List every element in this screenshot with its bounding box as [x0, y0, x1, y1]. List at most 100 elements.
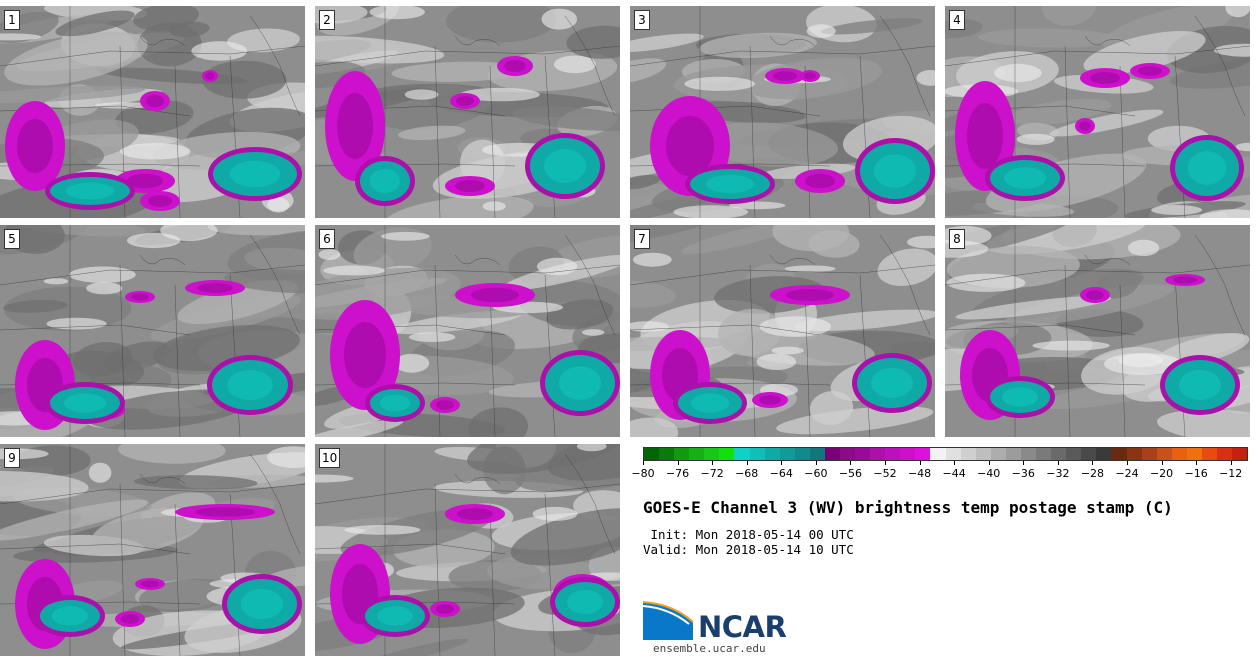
colorbar-tick-mark — [746, 461, 748, 465]
colorbar-tick-mark — [1196, 461, 1198, 465]
colorbar-tick-label: −80 — [631, 467, 655, 480]
colorbar-tick-mark — [712, 461, 714, 465]
panel-number-label: 8 — [949, 229, 965, 249]
colorbar-segment — [749, 448, 765, 460]
colorbar-tick-label: −28 — [1080, 467, 1105, 480]
colorbar-tick-mark — [988, 461, 990, 465]
colorbar-segment — [794, 448, 810, 460]
colorbar-segment — [930, 448, 946, 460]
map-panel-7: 7 — [630, 225, 935, 437]
map-panel-10: 10 — [315, 444, 620, 656]
colorbar-tick-mark — [954, 461, 956, 465]
colorbar-tick-label: −56 — [838, 467, 863, 480]
colorbar-tick-mark — [850, 461, 852, 465]
colorbar-segment — [1111, 448, 1127, 460]
colorbar-segment — [689, 448, 705, 460]
colorbar-tick-label: −48 — [907, 467, 932, 480]
colorbar-segment — [704, 448, 720, 460]
colorbar-segment — [1201, 448, 1217, 460]
colorbar-ticks: −80 −76 −72 −68 −64 −60 −56 −52 −48 −44 −40 −36 −32−… — [631, 461, 1248, 485]
panel-number-label: 10 — [319, 448, 341, 468]
colorbar-segment — [659, 448, 675, 460]
colorbar-tick-mark — [1057, 461, 1059, 465]
colorbar-segment — [870, 448, 886, 460]
colorbar-segment — [1066, 448, 1082, 460]
colorbar-tick-label: −12 — [1219, 467, 1243, 480]
colorbar-segment — [1156, 448, 1172, 460]
panel-number-label: 6 — [319, 229, 335, 249]
init-time: Init: Mon 2018-05-14 00 UTC — [643, 527, 854, 542]
colorbar-tick-label: −36 — [1011, 467, 1035, 480]
colorbar-tick-label: −32 — [1046, 467, 1070, 480]
colorbar-segment — [1171, 448, 1187, 460]
colorbar-segment — [990, 448, 1006, 460]
satellite-map-icon — [315, 444, 620, 656]
colorbar-segment — [960, 448, 976, 460]
colorbar-segment — [1051, 448, 1067, 460]
panel-number-label: 3 — [634, 10, 650, 30]
website-url: ensemble.ucar.edu — [653, 642, 766, 655]
colorbar-segment — [1081, 448, 1097, 460]
colorbar-segment — [900, 448, 916, 460]
colorbar-tick-mark — [677, 461, 679, 465]
colorbar-segment — [1232, 448, 1248, 460]
colorbar-tick-label: −16 — [1184, 467, 1208, 480]
colorbar-segment — [1020, 448, 1037, 460]
map-panel-3: 3 — [630, 6, 935, 218]
map-panel-2: 2 — [315, 6, 620, 218]
map-panel-6: 6 — [315, 225, 620, 437]
colorbar-segment — [809, 448, 825, 460]
colorbar-segment — [674, 448, 690, 460]
panel-number-label: 1 — [4, 10, 20, 30]
colorbar-tick-mark — [643, 461, 644, 465]
colorbar-segment — [975, 448, 991, 460]
colorbar-segment — [1126, 448, 1142, 460]
satellite-map-icon — [945, 6, 1250, 218]
colorbar-tick-label: −64 — [769, 467, 793, 480]
panel-number-label: 2 — [319, 10, 335, 30]
panel-number-label: 9 — [4, 448, 20, 468]
colorbar-tick-label: −24 — [1115, 467, 1139, 480]
map-panel-9: 9 — [0, 444, 305, 656]
colorbar-segment — [1005, 448, 1021, 460]
colorbar-tick-label: −72 — [700, 467, 724, 480]
colorbar-segment — [1036, 448, 1052, 460]
colorbar — [643, 447, 1248, 461]
colorbar-tick-mark — [1092, 461, 1094, 465]
colorbar-tick-label: −52 — [873, 467, 897, 480]
colorbar-tick-label: −76 — [665, 467, 690, 480]
colorbar-segment — [885, 448, 901, 460]
map-panel-8: 8 — [945, 225, 1250, 437]
colorbar-segment — [915, 448, 931, 460]
colorbar-segment — [840, 448, 856, 460]
colorbar-segment — [719, 448, 735, 460]
map-panel-5: 5 — [0, 225, 305, 437]
colorbar-tick-label: −60 — [804, 467, 828, 480]
colorbar-segment — [1186, 448, 1202, 460]
map-panel-1: 1 — [0, 6, 305, 218]
colorbar-tick-mark — [1023, 461, 1025, 465]
satellite-map-icon — [0, 444, 305, 656]
valid-time: Valid: Mon 2018-05-14 10 UTC — [643, 542, 854, 557]
colorbar-segment — [1141, 448, 1157, 460]
colorbar-segment — [945, 448, 961, 460]
colorbar-tick-mark — [815, 461, 817, 465]
colorbar-tick-label: −20 — [1149, 467, 1174, 480]
ncar-logo-text: NCAR — [698, 610, 787, 644]
colorbar-segment — [644, 448, 660, 460]
colorbar-tick-label: −68 — [735, 467, 759, 480]
colorbar-segment — [764, 448, 780, 460]
panel-number-label: 7 — [634, 229, 650, 249]
satellite-map-icon — [945, 225, 1250, 437]
colorbar-segment — [734, 448, 750, 460]
colorbar-tick-mark — [919, 461, 921, 465]
map-panel-4: 4 — [945, 6, 1250, 218]
colorbar-tick-label: −40 — [977, 467, 1001, 480]
figure-title: GOES-E Channel 3 (WV) brightness temp po… — [643, 498, 1173, 517]
colorbar-tick-mark — [885, 461, 886, 465]
satellite-map-icon — [630, 6, 935, 218]
satellite-map-icon — [0, 225, 305, 437]
colorbar-segment — [779, 448, 795, 460]
colorbar-tick-mark — [1127, 461, 1128, 465]
colorbar-segment — [1096, 448, 1112, 460]
